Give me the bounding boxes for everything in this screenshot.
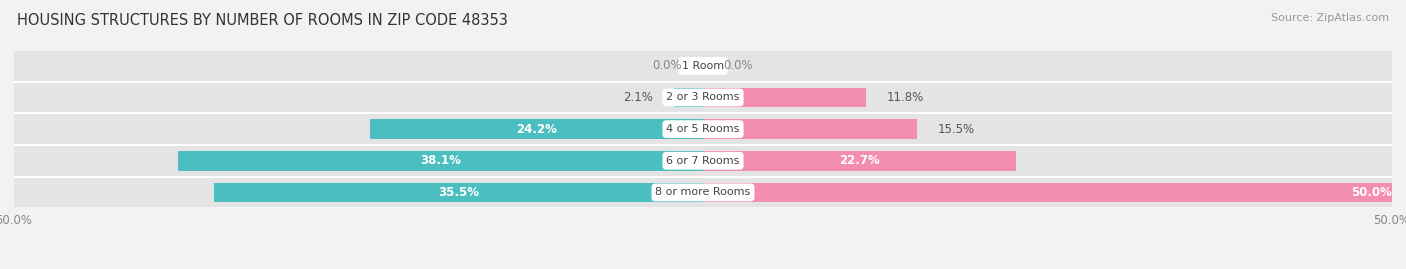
Text: 0.0%: 0.0% bbox=[724, 59, 754, 72]
Text: 2 or 3 Rooms: 2 or 3 Rooms bbox=[666, 93, 740, 102]
Bar bbox=[179, 151, 703, 171]
Text: 15.5%: 15.5% bbox=[938, 123, 974, 136]
Text: 50.0%: 50.0% bbox=[1351, 186, 1392, 199]
Text: 4 or 5 Rooms: 4 or 5 Rooms bbox=[666, 124, 740, 134]
Bar bbox=[14, 83, 1392, 112]
Bar bbox=[14, 178, 1392, 207]
Text: Source: ZipAtlas.com: Source: ZipAtlas.com bbox=[1271, 13, 1389, 23]
Bar bbox=[703, 119, 917, 139]
Text: 35.5%: 35.5% bbox=[437, 186, 479, 199]
Text: HOUSING STRUCTURES BY NUMBER OF ROOMS IN ZIP CODE 48353: HOUSING STRUCTURES BY NUMBER OF ROOMS IN… bbox=[17, 13, 508, 29]
Bar bbox=[14, 114, 1392, 144]
Bar bbox=[673, 88, 703, 107]
Text: 6 or 7 Rooms: 6 or 7 Rooms bbox=[666, 156, 740, 166]
Text: 11.8%: 11.8% bbox=[886, 91, 924, 104]
Bar bbox=[703, 183, 1392, 202]
Text: 0.0%: 0.0% bbox=[652, 59, 682, 72]
Text: 2.1%: 2.1% bbox=[623, 91, 654, 104]
Text: 24.2%: 24.2% bbox=[516, 123, 557, 136]
Bar bbox=[370, 119, 703, 139]
Text: 8 or more Rooms: 8 or more Rooms bbox=[655, 187, 751, 197]
Bar bbox=[14, 146, 1392, 176]
Bar bbox=[14, 51, 1392, 81]
Text: 22.7%: 22.7% bbox=[839, 154, 880, 167]
Text: 38.1%: 38.1% bbox=[420, 154, 461, 167]
Text: 1 Room: 1 Room bbox=[682, 61, 724, 71]
Legend: Owner-occupied, Renter-occupied: Owner-occupied, Renter-occupied bbox=[568, 264, 838, 269]
Bar bbox=[703, 88, 866, 107]
Bar bbox=[214, 183, 703, 202]
Bar bbox=[703, 151, 1015, 171]
